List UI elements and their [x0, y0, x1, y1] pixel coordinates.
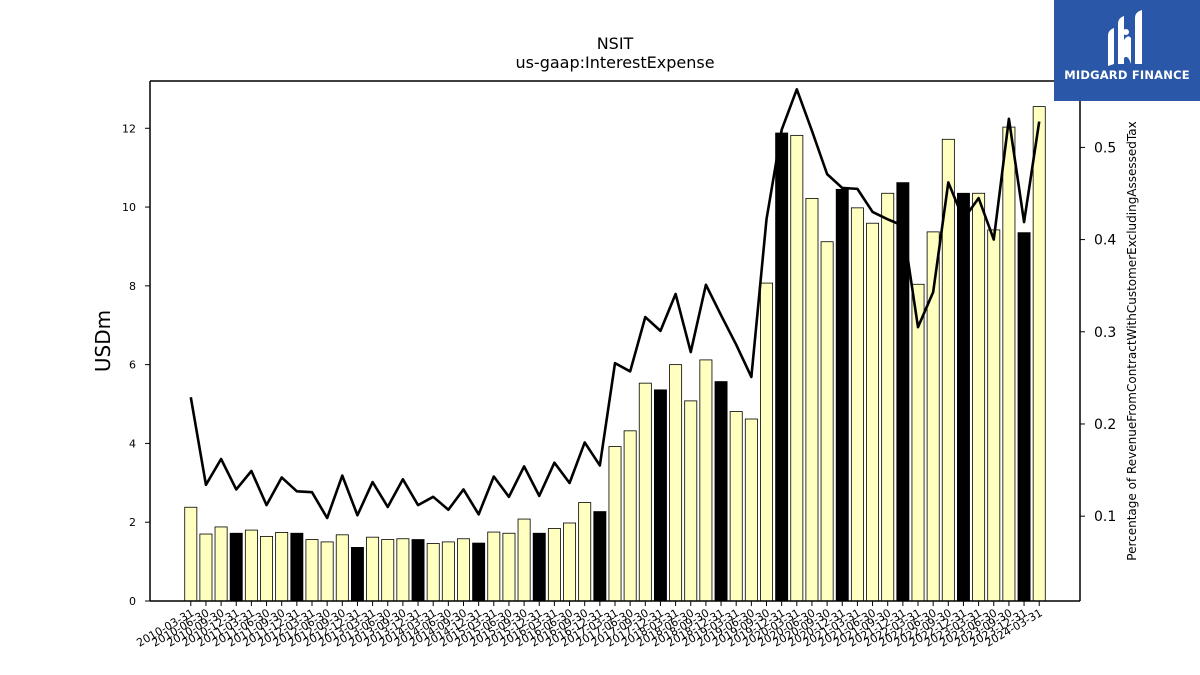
bar — [608, 446, 622, 602]
bar — [275, 532, 289, 602]
bar — [972, 192, 986, 602]
brand-logo: MIDGARD FINANCE — [1054, 0, 1200, 101]
brand-name: MIDGARD FINANCE — [1064, 68, 1190, 82]
y-tick-label: 4 — [129, 437, 136, 450]
bar — [729, 411, 743, 602]
bar — [366, 536, 380, 602]
bar — [396, 538, 410, 602]
bar — [472, 542, 486, 602]
bar — [184, 506, 198, 602]
bar — [411, 539, 425, 602]
bar — [563, 522, 577, 602]
bar — [699, 359, 713, 602]
bar — [1017, 232, 1031, 602]
bar — [335, 534, 349, 602]
bar — [593, 511, 607, 602]
y-tick-label: 8 — [129, 280, 136, 293]
bar — [260, 535, 274, 602]
bar — [441, 541, 455, 602]
bar — [502, 532, 516, 602]
bar — [714, 381, 728, 602]
y2-tick-label: 0.2 — [1094, 417, 1116, 433]
bar — [578, 502, 592, 602]
y2-tick-label: 0.5 — [1094, 140, 1116, 156]
bar — [381, 539, 395, 602]
y2-axis-label: Percentage of RevenueFromContractWithCus… — [1125, 121, 1139, 560]
bar — [850, 207, 864, 602]
bar — [790, 134, 804, 602]
bar — [760, 282, 773, 602]
bar — [320, 541, 334, 602]
bar — [653, 389, 667, 602]
bar — [638, 382, 652, 602]
bar — [820, 241, 834, 602]
bar — [835, 188, 849, 602]
bar — [623, 430, 637, 602]
y2-tick-label: 0.3 — [1094, 325, 1116, 341]
y-tick-label: 10 — [122, 201, 136, 214]
y2-tick-label: 0.4 — [1094, 233, 1116, 249]
bar — [775, 132, 789, 602]
bar — [1002, 126, 1016, 602]
series-line — [189, 88, 1041, 520]
bar — [684, 400, 698, 602]
bar — [517, 518, 531, 602]
bar — [957, 192, 970, 602]
y-tick-label: 12 — [122, 122, 136, 135]
bar — [214, 526, 228, 602]
chart-title: NSIT — [597, 34, 634, 53]
midgard-logo-icon — [1108, 10, 1142, 66]
bar — [744, 418, 758, 602]
bar — [881, 192, 895, 602]
bar — [305, 539, 319, 602]
bar — [547, 528, 561, 602]
bar — [1032, 106, 1046, 602]
bar — [290, 532, 304, 602]
bar — [457, 538, 470, 602]
y-tick-label: 2 — [129, 516, 136, 529]
chart-subtitle: us-gaap:InterestExpense — [515, 53, 714, 72]
y-axis-label: USDm — [91, 310, 115, 372]
bar — [669, 364, 683, 602]
y2-tick-label: 0.1 — [1094, 509, 1116, 525]
bar — [426, 543, 440, 602]
bar — [911, 283, 925, 602]
y-tick-label: 6 — [129, 359, 136, 372]
bar — [199, 533, 213, 602]
bar — [532, 532, 546, 602]
y-tick-label: 0 — [129, 595, 136, 608]
bar — [866, 222, 880, 602]
bar — [805, 197, 819, 602]
bar — [987, 229, 1001, 602]
bar — [487, 531, 501, 602]
bar — [350, 547, 364, 602]
bar — [229, 532, 243, 602]
bar — [244, 529, 258, 602]
